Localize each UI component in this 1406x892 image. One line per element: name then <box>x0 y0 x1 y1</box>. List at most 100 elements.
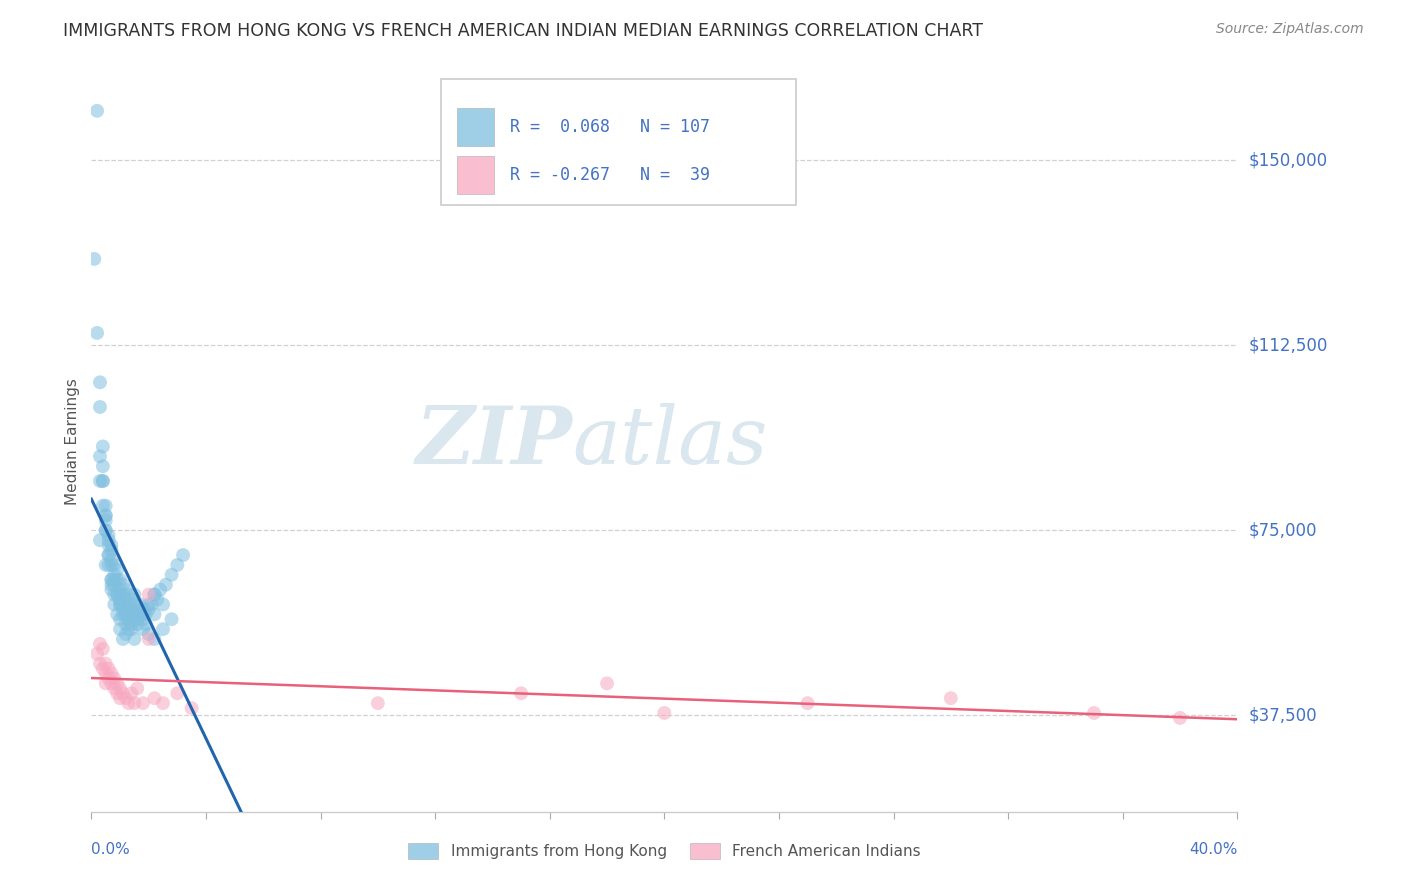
Point <box>121 686 143 700</box>
Point <box>111 588 134 602</box>
Text: ZIP: ZIP <box>416 403 572 480</box>
Point <box>94 676 117 690</box>
Point <box>124 696 146 710</box>
Point <box>100 666 122 681</box>
Point <box>86 326 108 340</box>
Point <box>121 602 143 616</box>
Point <box>114 602 136 616</box>
Text: R = -0.267   N =  39: R = -0.267 N = 39 <box>509 166 710 184</box>
Point <box>91 499 114 513</box>
Point <box>100 538 122 552</box>
Point <box>180 701 202 715</box>
Point <box>939 691 962 706</box>
Point <box>143 632 166 646</box>
Point <box>91 459 114 474</box>
Y-axis label: Median Earnings: Median Earnings <box>65 378 80 505</box>
Point <box>108 622 131 636</box>
Point <box>105 573 128 587</box>
Point <box>105 686 128 700</box>
Point <box>108 598 131 612</box>
Point <box>89 450 111 464</box>
Point <box>138 588 160 602</box>
Point <box>105 607 128 622</box>
Point <box>97 533 120 548</box>
Point <box>166 558 188 572</box>
Point <box>91 662 114 676</box>
Point <box>1168 711 1191 725</box>
Point <box>132 602 155 616</box>
Text: R =  0.068   N = 107: R = 0.068 N = 107 <box>509 118 710 136</box>
Point <box>796 696 818 710</box>
Point <box>138 632 160 646</box>
Point <box>114 592 136 607</box>
Point <box>155 577 177 591</box>
Point <box>135 617 157 632</box>
Point <box>103 573 125 587</box>
Point <box>121 622 143 636</box>
Point <box>114 617 136 632</box>
Point <box>94 499 117 513</box>
Point <box>91 474 114 488</box>
Point <box>111 632 134 646</box>
Point <box>103 567 125 582</box>
Point <box>652 706 675 720</box>
Point <box>127 617 149 632</box>
Legend: Immigrants from Hong Kong, French American Indians: Immigrants from Hong Kong, French Americ… <box>401 836 928 867</box>
Point <box>97 548 120 562</box>
Point <box>124 607 146 622</box>
Point <box>105 588 128 602</box>
Point <box>108 592 131 607</box>
Point <box>91 440 114 454</box>
Point <box>152 622 174 636</box>
Point <box>103 558 125 572</box>
Point <box>160 567 183 582</box>
Point <box>138 627 160 641</box>
Point <box>114 582 136 597</box>
Point <box>121 592 143 607</box>
Point <box>117 612 139 626</box>
Point <box>97 662 120 676</box>
Point <box>124 612 146 626</box>
Point <box>114 627 136 641</box>
Point <box>127 612 149 626</box>
Point <box>100 553 122 567</box>
Point <box>152 598 174 612</box>
Point <box>146 592 169 607</box>
Point <box>166 686 188 700</box>
Point <box>103 577 125 591</box>
Point <box>132 696 155 710</box>
FancyBboxPatch shape <box>457 108 494 146</box>
FancyBboxPatch shape <box>457 156 494 194</box>
Point <box>132 607 155 622</box>
Point <box>103 588 125 602</box>
Point <box>124 598 146 612</box>
Point <box>89 637 111 651</box>
Text: 40.0%: 40.0% <box>1189 842 1237 857</box>
Point <box>108 573 131 587</box>
Point <box>89 533 111 548</box>
Point <box>89 400 111 414</box>
Point <box>117 696 139 710</box>
Point <box>143 607 166 622</box>
Point <box>100 558 122 572</box>
Point <box>97 548 120 562</box>
Point <box>127 681 149 696</box>
Point <box>94 524 117 538</box>
Point <box>97 558 120 572</box>
Point <box>117 612 139 626</box>
Point <box>143 691 166 706</box>
Point <box>596 676 619 690</box>
Point <box>103 681 125 696</box>
Point <box>97 528 120 542</box>
Point <box>129 598 152 612</box>
Point <box>367 696 389 710</box>
Text: $150,000: $150,000 <box>1249 152 1327 169</box>
Point <box>117 588 139 602</box>
Point <box>138 602 160 616</box>
Point <box>111 607 134 622</box>
Point <box>94 558 117 572</box>
Text: IMMIGRANTS FROM HONG KONG VS FRENCH AMERICAN INDIAN MEDIAN EARNINGS CORRELATION : IMMIGRANTS FROM HONG KONG VS FRENCH AMER… <box>63 22 983 40</box>
Point <box>94 514 117 528</box>
Point <box>108 691 131 706</box>
Point <box>105 563 128 577</box>
